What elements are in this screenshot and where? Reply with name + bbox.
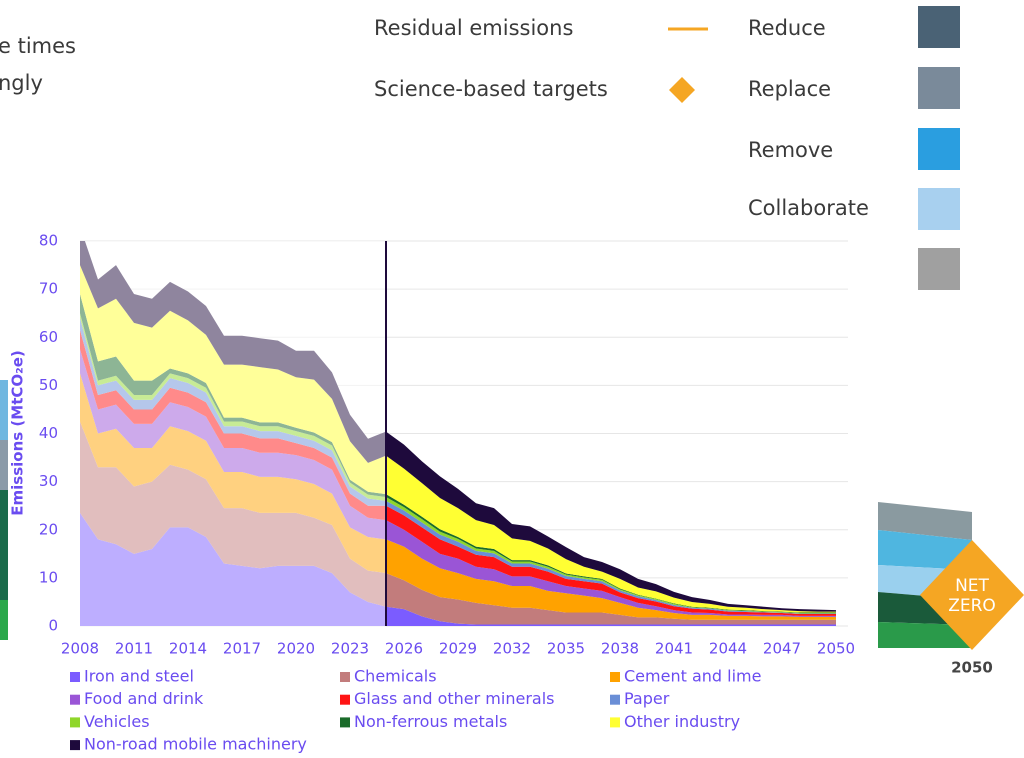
- legend-text: Residual emissions: [374, 16, 573, 40]
- legend-label: Chemicals: [354, 667, 437, 686]
- left-text: ngly: [0, 71, 43, 95]
- x-tick-label: 2026: [385, 640, 423, 658]
- x-tick-label: 2035: [547, 640, 585, 658]
- x-tick-label: 2008: [61, 640, 99, 658]
- badge-text: NET: [955, 576, 989, 596]
- lever: Collaborate: [748, 196, 869, 220]
- x-tick-label: 2038: [601, 640, 639, 658]
- legend-label: Food and drink: [84, 689, 204, 708]
- legend-swatch: [340, 672, 350, 682]
- legend-label: Cement and lime: [624, 667, 761, 686]
- legend-swatch: [610, 694, 620, 705]
- lever: Remove: [748, 138, 833, 162]
- legend-label: Glass and other minerals: [354, 689, 554, 708]
- legend-swatch: [610, 672, 620, 682]
- x-tick-label: 2050: [817, 640, 855, 658]
- legend-label: Non-road mobile machinery: [84, 735, 307, 754]
- y-tick-label: 50: [39, 376, 58, 394]
- history-fade: [78, 241, 386, 627]
- lever: Reduce: [748, 16, 826, 40]
- swatch: [918, 188, 960, 230]
- swatch: [918, 128, 960, 170]
- x-tick-label: 2020: [277, 640, 315, 658]
- badge-graphic: [878, 502, 1024, 650]
- x-tick-label: 2029: [439, 640, 477, 658]
- legend-swatch: [610, 717, 620, 728]
- legend-swatch: [70, 717, 80, 728]
- swatch: [918, 248, 960, 290]
- y-tick-label: 80: [39, 232, 58, 250]
- x-tick-label: 2023: [331, 640, 369, 658]
- legend-swatch: [70, 740, 80, 751]
- left-strip: [0, 380, 8, 640]
- legend-diamond: [669, 77, 695, 103]
- x-tick-label: 2014: [169, 640, 207, 658]
- legend-label: Non-ferrous metals: [354, 712, 507, 731]
- x-tick-label: 2017: [223, 640, 261, 658]
- legend-swatch: [70, 672, 80, 682]
- badge-year: 2050: [951, 659, 993, 677]
- legend-label: Other industry: [624, 712, 740, 731]
- x-tick-label: 2041: [655, 640, 693, 658]
- legend-swatch: [340, 694, 350, 705]
- y-tick-label: 30: [39, 472, 58, 490]
- area: [80, 349, 836, 617]
- badge-text: ZERO: [948, 596, 996, 616]
- x-tick-label: 2032: [493, 640, 531, 658]
- y-tick-label: 20: [39, 520, 58, 538]
- y-tick-label: 10: [39, 568, 58, 586]
- legend-swatch: [70, 694, 80, 705]
- legend-label: Vehicles: [84, 712, 150, 731]
- swatch: [918, 6, 960, 48]
- legend-text: Science-based targets: [374, 77, 608, 101]
- y-tick-label: 70: [39, 280, 58, 298]
- y-tick-label: 40: [39, 424, 58, 442]
- legend-label: Iron and steel: [84, 667, 194, 686]
- left-text: e times: [0, 34, 76, 58]
- x-tick-label: 2047: [763, 640, 801, 658]
- swatch: [918, 67, 960, 109]
- legend-label: Paper: [624, 689, 670, 708]
- y-axis-label: Emissions (MtCO₂e): [9, 350, 27, 515]
- x-tick-label: 2044: [709, 640, 747, 658]
- y-tick-label: 0: [48, 617, 58, 635]
- lever: Replace: [748, 77, 831, 101]
- x-tick-label: 2011: [115, 640, 153, 658]
- y-tick-label: 60: [39, 328, 58, 346]
- legend-swatch: [340, 717, 350, 728]
